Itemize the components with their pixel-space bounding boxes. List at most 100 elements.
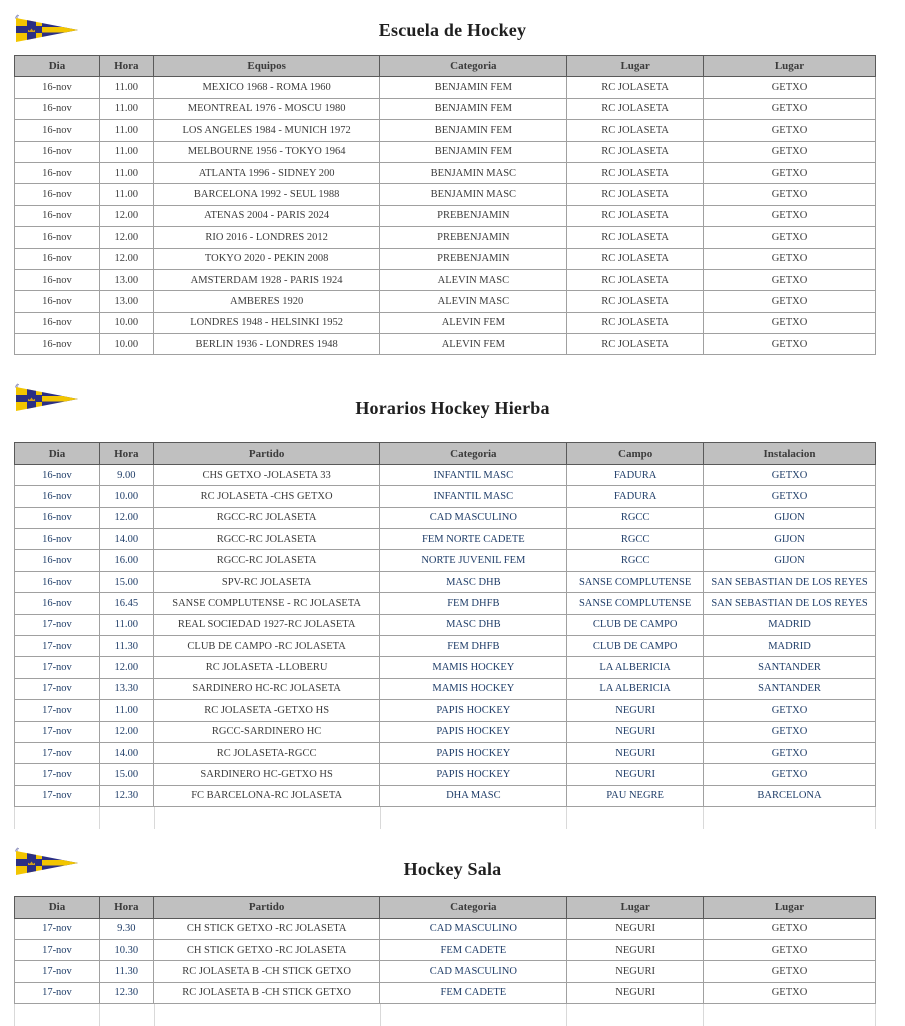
table-cell: GIJON [703, 528, 876, 551]
table-cell: GETXO [703, 226, 876, 249]
table-cell: 16-nov [14, 592, 100, 615]
column-header: Dia [14, 442, 100, 465]
table-cell: GETXO [703, 161, 876, 185]
table-cell: CAD MASCULINO [379, 960, 568, 983]
table-cell: SPV-RC JOLASETA [152, 570, 381, 594]
table-cell: 17-nov [14, 960, 100, 983]
empty-cell [155, 807, 381, 830]
table-cell: RC JOLASETA [566, 161, 705, 185]
column-header: Partido [152, 442, 381, 465]
table-cell: MAMIS HOCKEY [379, 677, 568, 701]
table-cell: ATENAS 2004 - PARIS 2024 [152, 204, 381, 228]
table-cell: RC JOLASETA B -CH STICK GETXO [152, 960, 381, 983]
table-cell: 11.00 [98, 699, 154, 722]
table-cell: CAD MASCULINO [379, 506, 568, 530]
table-cell: PAU NEGRE [566, 784, 705, 808]
table-cell: GETXO [703, 247, 876, 270]
table-cell: ALEVIN MASC [379, 290, 568, 313]
table-wrap: Dia Hora Partido Categoria Campo Instalacion … [14, 442, 876, 830]
table-cell: REAL SOCIEDAD 1927-RC JOLASETA [152, 613, 381, 636]
table-cell: 11.30 [98, 960, 154, 983]
table-cell: FEM DHFB [379, 592, 568, 615]
column-header: Lugar [703, 896, 876, 919]
table-cell: FC BARCELONA-RC JOLASETA [152, 784, 381, 808]
table-cell: FADURA [566, 485, 705, 508]
table-cell: MASC DHB [379, 570, 568, 594]
schedule-table-hierba: Dia Hora Partido Categoria Campo Instalacion … [14, 442, 876, 808]
table-body: 17-nov 9.30 CH STICK GETXO -RC JOLASETA CAD… [14, 917, 876, 1005]
header-row: Dia Hora Partido Categoria Campo Instalacion [14, 442, 876, 465]
empty-cell [567, 807, 705, 830]
table-cell: PREBENJAMIN [379, 204, 568, 228]
table-cell: MASC DHB [379, 613, 568, 636]
table-row: 16-nov 10.00 LONDRES 1948 - HELSINKI 1952 A… [14, 311, 876, 335]
table-cell: GETXO [703, 699, 876, 722]
table-cell: 17-nov [14, 938, 100, 962]
table-cell: NEGURI [566, 960, 705, 983]
table-cell: RC JOLASETA [566, 204, 705, 228]
table-cell: AMBERES 1920 [152, 290, 381, 313]
table-cell: 17-nov [14, 981, 100, 1005]
table-cell: 13.00 [98, 290, 154, 313]
table-row: 17-nov 15.00 SARDINERO HC-GETXO HS PAPIS HO… [14, 763, 876, 786]
table-row: 17-nov 10.30 CH STICK GETXO -RC JOLASETA FE… [14, 938, 876, 962]
table-cell: LA ALBERICIA [566, 656, 705, 679]
table-cell: RC JOLASETA-RGCC [152, 741, 381, 765]
table-cell: RC JOLASETA -GETXO HS [152, 699, 381, 722]
table-cell: RGCC [566, 528, 705, 551]
table-cell: RGCC [566, 549, 705, 572]
table-row: 16-nov 11.00 MEONTREAL 1976 - MOSCU 1980 BE… [14, 97, 876, 121]
section-header-horarios-hockey-hierba: ¢ Horarios Hockey Hierba [0, 355, 905, 442]
table-cell: SARDINERO HC-GETXO HS [152, 763, 381, 786]
table-cell: 16-nov [14, 119, 100, 142]
column-header: Lugar [566, 896, 705, 919]
table-cell: 16-nov [14, 247, 100, 270]
table-wrap: Dia Hora Equipos Categoria Lugar Lugar 16-nov… [14, 54, 876, 356]
table-cell: BENJAMIN FEM [379, 76, 568, 99]
table-row: 16-nov 13.00 AMSTERDAM 1928 - PARIS 1924 AL… [14, 268, 876, 292]
table-cell: GETXO [703, 204, 876, 228]
table-cell: INFANTIL MASC [379, 485, 568, 508]
table-cell: 17-nov [14, 699, 100, 722]
table-cell: GIJON [703, 506, 876, 530]
table-cell: 16-nov [14, 528, 100, 551]
table-cell: PREBENJAMIN [379, 226, 568, 249]
table-cell: GETXO [703, 763, 876, 786]
table-cell: 16-nov [14, 485, 100, 508]
table-row: 17-nov 12.00 RC JOLASETA -LLOBERU MAMIS HOC… [14, 656, 876, 679]
table-cell: RC JOLASETA [566, 247, 705, 270]
table-cell: LOS ANGELES 1984 - MUNICH 1972 [152, 119, 381, 142]
table-row: 17-nov 13.30 SARDINERO HC-RC JOLASETA MAMIS… [14, 677, 876, 701]
table-row: 16-nov 11.00 ATLANTA 1996 - SIDNEY 200 BENJ… [14, 161, 876, 185]
table-cell: 17-nov [14, 634, 100, 658]
table-cell: RC JOLASETA [566, 183, 705, 206]
table-cell: CH STICK GETXO -RC JOLASETA [152, 917, 381, 940]
table-cell: GETXO [703, 76, 876, 99]
table-cell: GETXO [703, 981, 876, 1005]
table-cell: CLUB DE CAMPO [566, 634, 705, 658]
table-cell: 16-nov [14, 570, 100, 594]
header-row: Dia Hora Partido Categoria Lugar Lugar [14, 896, 876, 919]
table-cell: 16-nov [14, 97, 100, 121]
club-burgee-logo-icon: ¢ [15, 13, 78, 42]
table-cell: FADURA [566, 463, 705, 487]
table-cell: 16-nov [14, 204, 100, 228]
table-cell: 11.00 [98, 161, 154, 185]
table-cell: 17-nov [14, 720, 100, 743]
schedule-table-sala: Dia Hora Partido Categoria Lugar Lugar 17-nov… [14, 896, 876, 1005]
table-cell: 17-nov [14, 763, 100, 786]
table-body: 16-nov 9.00 CHS GETXO -JOLASETA 33 INFANTIL… [14, 463, 876, 808]
header-row: Dia Hora Equipos Categoria Lugar Lugar [14, 54, 876, 78]
table-row: 17-nov 14.00 RC JOLASETA-RGCC PAPIS HOCKEY N… [14, 741, 876, 765]
table-row: 16-nov 12.00 ATENAS 2004 - PARIS 2024 PREBE… [14, 204, 876, 228]
table-header: Dia Hora Partido Categoria Campo Instalacion [14, 442, 876, 465]
table-cell: NEGURI [566, 741, 705, 765]
table-cell: 11.00 [98, 613, 154, 636]
table-cell: RGCC-RC JOLASETA [152, 528, 381, 551]
table-cell: RGCC [566, 506, 705, 530]
table-cell: 10.00 [98, 311, 154, 335]
column-header: Categoria [379, 896, 568, 919]
table-row: 16-nov 16.45 SANSE COMPLUTENSE - RC JOLASE… [14, 592, 876, 615]
svg-text:¢: ¢ [15, 846, 19, 855]
table-cell: BENJAMIN MASC [379, 161, 568, 185]
